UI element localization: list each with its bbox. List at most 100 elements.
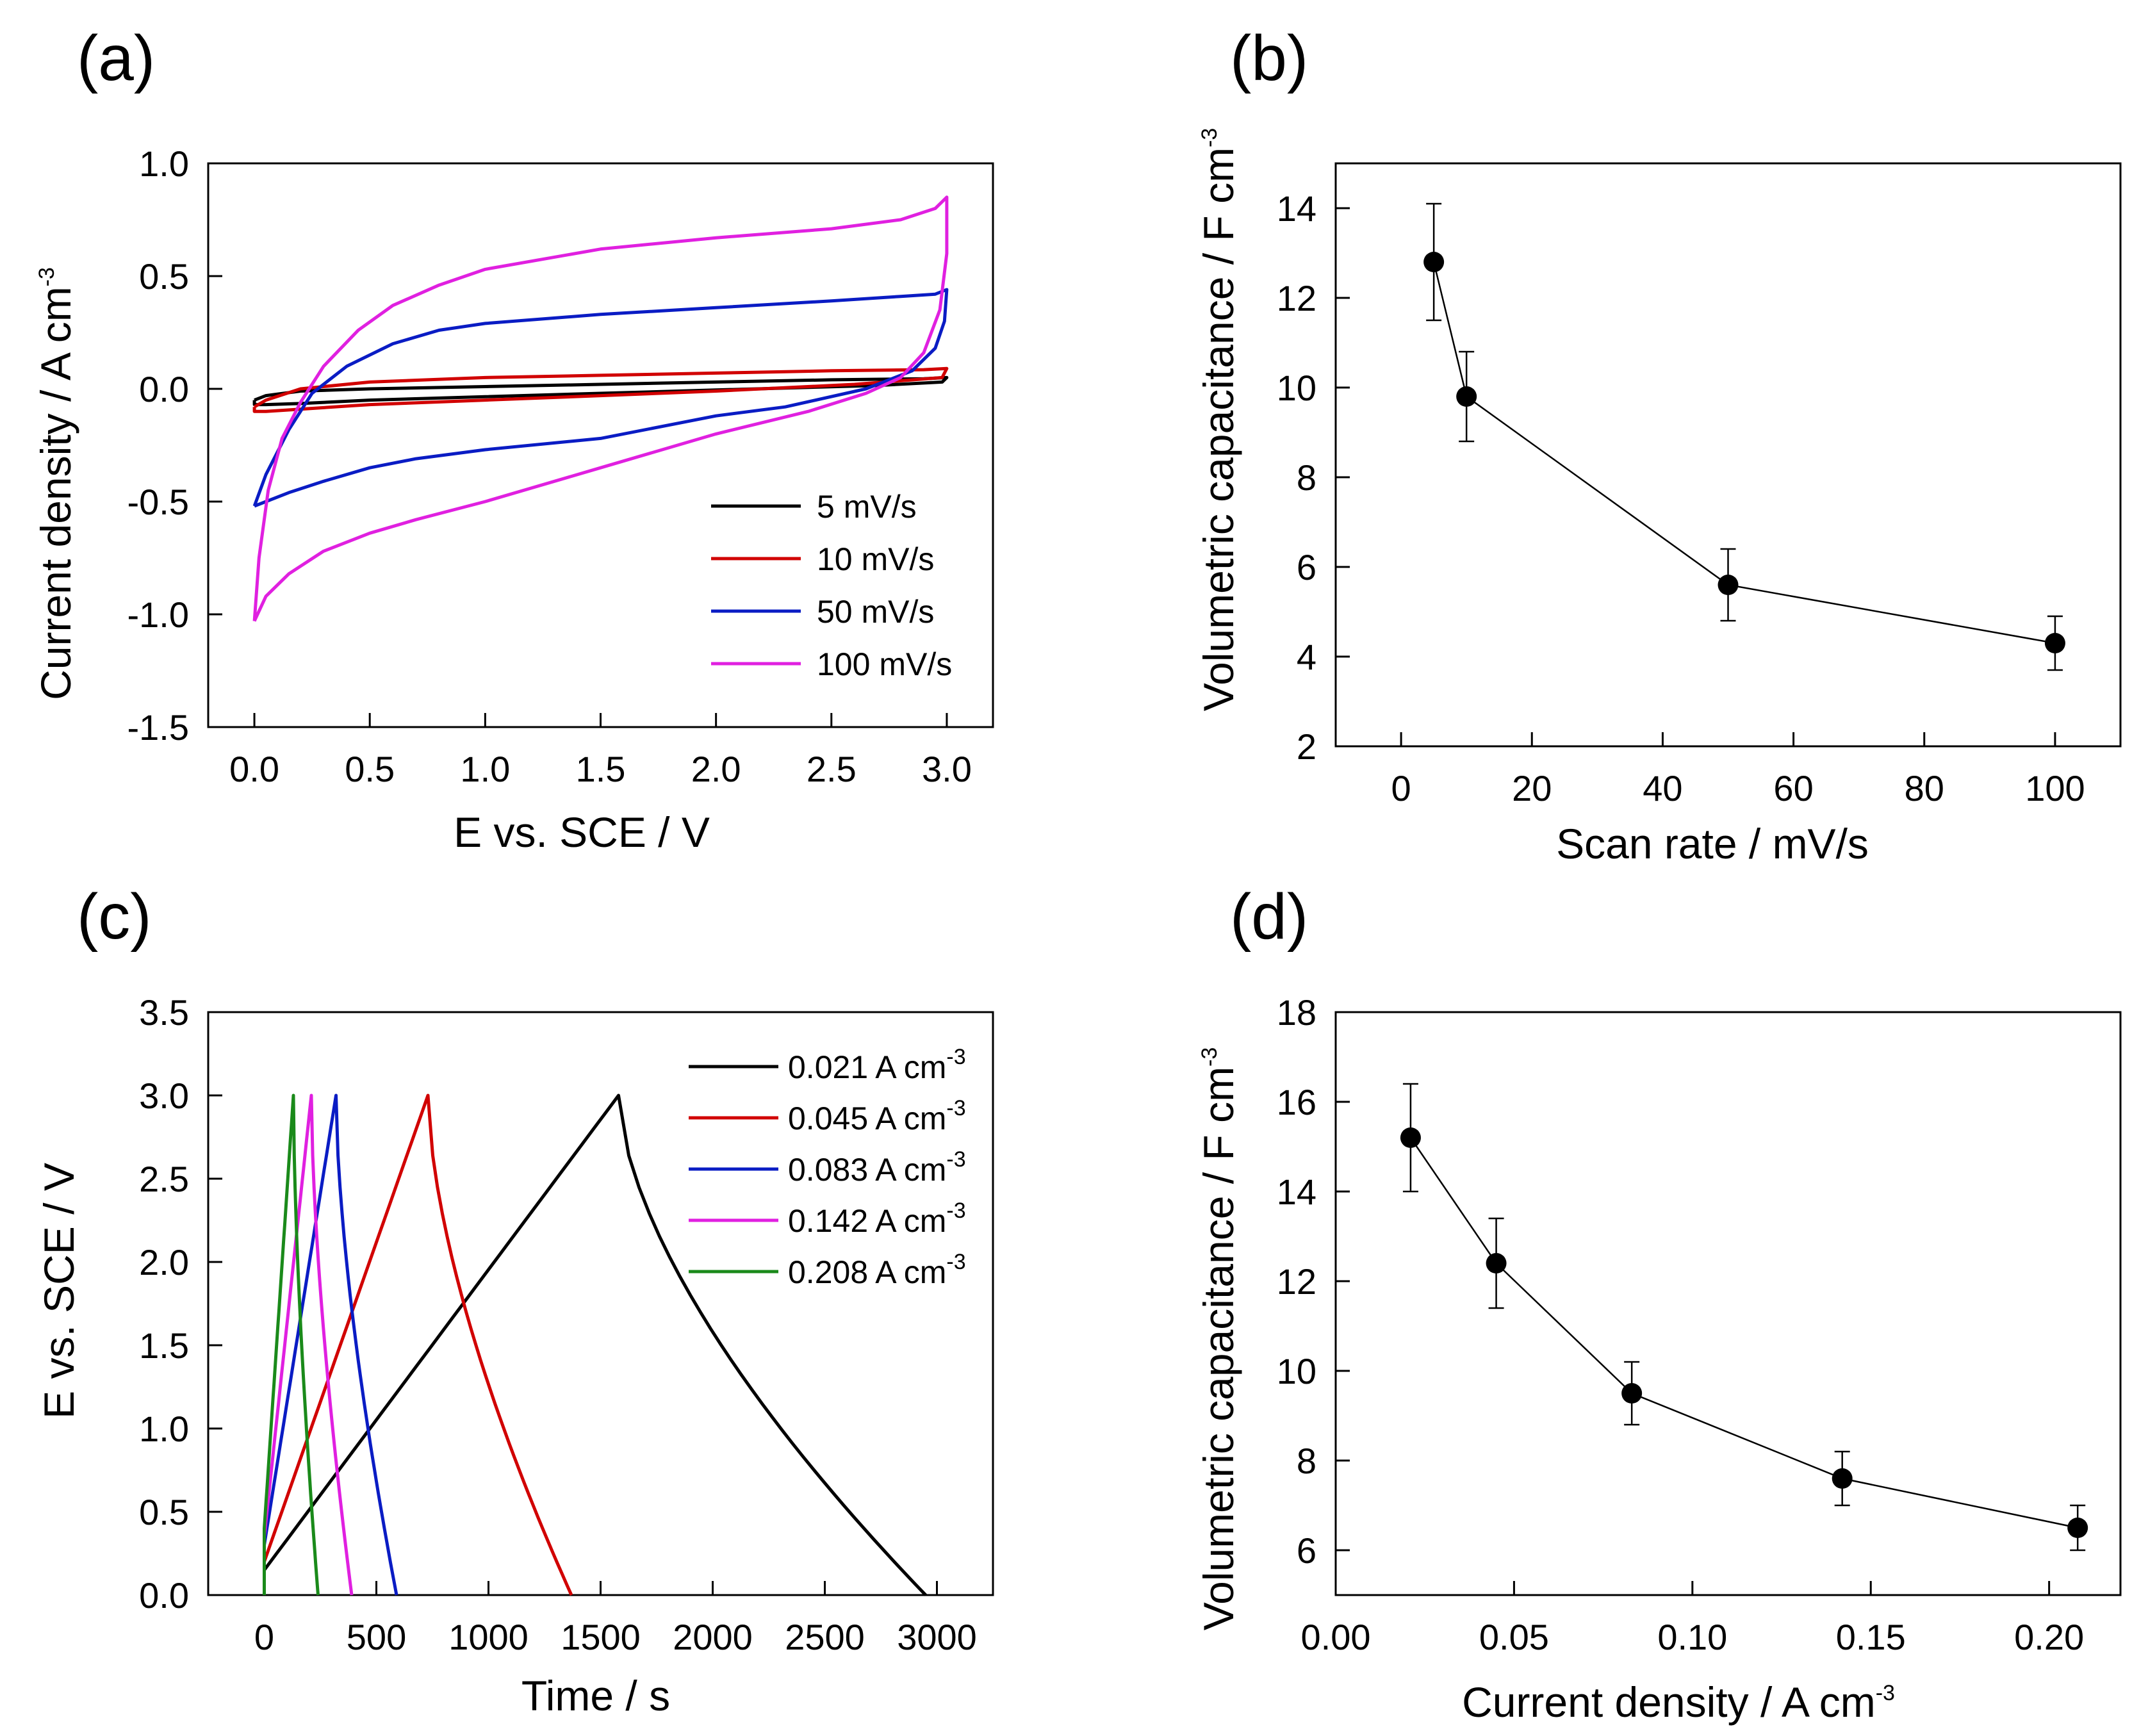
panel-c-legend-label-sup: -3 [946, 1147, 965, 1172]
panel-b-y-tick-label: 6 [1297, 547, 1316, 587]
panel-a-legend-label: 100 mV/s [817, 646, 952, 682]
panel-c-legend-label-main: 0.021 A cm [788, 1049, 946, 1085]
panel-a-label: (a) [77, 22, 155, 94]
panel-c-y-tick-label: 1.0 [139, 1409, 189, 1449]
panel-c-series-line [263, 1093, 354, 1596]
panel-c-y-tick-label: 3.5 [139, 992, 189, 1033]
panel-d-data-point [1486, 1253, 1507, 1273]
panel-d-y-tick-label: 16 [1277, 1082, 1316, 1122]
panel-a-legend-label: 5 mV/s [817, 489, 917, 525]
panel-b-plot: 0 20 40 60 80 100 2 4 6 8 10 12 14 [1277, 162, 2122, 808]
panel-c-legend-label: 0.021 A cm-3 [788, 1045, 966, 1085]
panel-d-plot-frame [1334, 1011, 2122, 1596]
panel-a-y-tick-label: 1.0 [139, 143, 189, 184]
panel-c-series-line [263, 1093, 927, 1596]
panel-a-x-tick-label: 0.0 [229, 749, 279, 789]
panel-b-chart: (b) 0 20 40 60 80 100 2 4 6 8 10 12 14 Scan rate / m… [1195, 22, 2122, 867]
panel-d-x-tick-label: 0.05 [1479, 1617, 1549, 1657]
panel-c-legend-label-sup: -3 [946, 1199, 965, 1223]
panel-a-plot: 0.0 0.5 1.0 1.5 2.0 2.5 3.0 -1.5 -1.0 -0.5 0.0 0.5 1… [127, 143, 994, 789]
panel-a-y-tick-label: 0.0 [139, 369, 189, 409]
panel-d-data-point [2067, 1518, 2088, 1538]
panel-c-y-tick-label: 3.0 [139, 1076, 189, 1116]
panel-b-x-tick-label: 0 [1391, 768, 1411, 808]
panel-c-y-tick-label: 2.0 [139, 1242, 189, 1282]
panel-d-x-tick-label: 0.20 [2014, 1617, 2084, 1657]
panel-d-y-axis-title-sup: -3 [1197, 1047, 1222, 1067]
panel-d-data-point [1621, 1383, 1643, 1404]
panel-b-x-tick-label: 60 [1773, 768, 1813, 808]
panel-b-y-tick-label: 14 [1277, 188, 1316, 229]
panel-b-y-tick-label: 8 [1297, 457, 1316, 498]
panel-c-x-tick-label: 2000 [673, 1617, 753, 1657]
panel-d-data-point [1400, 1127, 1421, 1148]
panel-b-x-tick-label: 100 [2025, 768, 2085, 808]
panel-c-y-tick-label: 2.5 [139, 1159, 189, 1199]
panel-c-legend-label-main: 0.083 A cm [788, 1152, 946, 1188]
panel-c-x-axis-title: Time / s [521, 1672, 670, 1719]
panel-b-data-point [1423, 252, 1445, 272]
panel-a-y-tick-label: -1.5 [127, 707, 190, 748]
panel-d-y-tick-label: 12 [1277, 1261, 1316, 1302]
panel-c-y-axis-title: E vs. SCE / V [35, 1163, 83, 1419]
panel-b-y-tick-label: 4 [1297, 637, 1316, 677]
panel-b-connect-line [1432, 261, 2056, 644]
panel-d-chart: (d) 0.00 0.05 0.10 0.15 0.20 6 8 10 12 14 16 18 Cur… [1195, 881, 2122, 1726]
panel-a-series-line [252, 195, 949, 622]
panel-c-series-line [263, 1093, 398, 1596]
panel-d-x-axis-title-sup: -3 [1876, 1681, 1895, 1705]
panel-c-x-tick-label: 3000 [897, 1617, 977, 1657]
panel-b-y-tick-label: 10 [1277, 368, 1316, 408]
panel-d-data-point [1832, 1468, 1853, 1489]
panel-c-x-tick-label: 1500 [561, 1617, 641, 1657]
panel-a-y-axis-title-sup: -3 [35, 267, 59, 286]
panel-d-y-tick-label: 8 [1297, 1441, 1316, 1481]
panel-d-y-tick-label: 18 [1277, 992, 1316, 1033]
panel-d-x-tick-label: 0.00 [1301, 1617, 1371, 1657]
panel-a-series-line [252, 288, 949, 508]
panel-c-x-tick-label: 0 [254, 1617, 274, 1657]
panel-a-legend-label: 50 mV/s [817, 594, 934, 630]
panel-a-chart: (a) 0.0 0.5 1.0 1.5 2.0 2.5 3.0-1.5-1.0-0.50.0… [32, 22, 994, 856]
panel-c-legend-label: 0.045 A cm-3 [788, 1096, 966, 1136]
panel-c-legend-label-main: 0.045 A cm [788, 1101, 946, 1136]
panel-a-x-tick-label: 1.0 [460, 749, 510, 789]
panel-b-x-tick-label: 80 [1905, 768, 1944, 808]
panel-d-x-axis-title: Current density / A cm-3 [1462, 1678, 1895, 1726]
panel-a-x-tick-label: 1.5 [576, 749, 626, 789]
panel-a-x-tick-label: 3.0 [922, 749, 972, 789]
panel-a-series-line [252, 366, 949, 413]
panel-a-series-line [252, 375, 949, 407]
panel-c-legend-label-sup: -3 [946, 1096, 965, 1120]
panel-d-connect-line [1409, 1137, 2078, 1529]
panel-b-y-axis-title-sup: -3 [1197, 128, 1222, 147]
panel-a-x-tick-label: 0.5 [345, 749, 395, 789]
panel-c-legend-label-sup: -3 [946, 1250, 965, 1274]
panel-b-x-tick-label: 40 [1643, 768, 1682, 808]
panel-b-data-point [2044, 633, 2065, 653]
panel-c-legend-label: 0.083 A cm-3 [788, 1147, 966, 1188]
panel-b-data-point [1456, 386, 1477, 407]
panel-b-x-tick-label: 20 [1512, 768, 1552, 808]
panel-c-legend-label-main: 0.142 A cm [788, 1203, 946, 1239]
panel-c-y-tick-label: 0.0 [139, 1575, 189, 1616]
panel-b-y-tick-label: 2 [1297, 726, 1316, 767]
panel-b-label: (b) [1230, 22, 1308, 94]
panel-a-y-tick-label: 0.5 [139, 256, 189, 297]
panel-d-y-tick-label: 10 [1277, 1351, 1316, 1391]
panel-c-x-tick-label: 2500 [785, 1617, 865, 1657]
panel-b-x-axis-title: Scan rate / mV/s [1556, 820, 1869, 867]
panel-c-series-line [263, 1093, 320, 1596]
panel-c-series-line [263, 1093, 573, 1596]
panel-a-y-axis-title-main: Current density / A cm [32, 286, 79, 700]
panel-c-x-tick-label: 1000 [448, 1617, 529, 1657]
panel-a-y-tick-label: -0.5 [127, 482, 190, 522]
panel-c-legend-label-main: 0.208 A cm [788, 1254, 946, 1290]
panel-d-y-axis-title: Volumetric capacitance / F cm-3 [1195, 1047, 1242, 1631]
panel-c-label: (c) [77, 881, 152, 953]
panel-b-y-tick-label: 12 [1277, 278, 1316, 318]
panel-a-legend-label: 10 mV/s [817, 541, 934, 577]
panel-a-x-axis-title: E vs. SCE / V [454, 808, 710, 856]
panel-d-plot: 0.00 0.05 0.10 0.15 0.20 6 8 10 12 14 16 18 [1277, 992, 2122, 1657]
panel-b-y-axis-title-main: Volumetric capacitance / F cm [1195, 147, 1242, 711]
